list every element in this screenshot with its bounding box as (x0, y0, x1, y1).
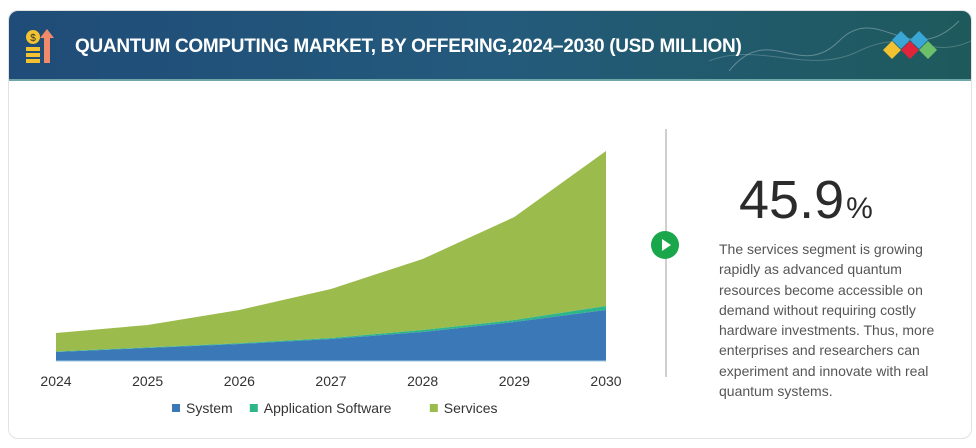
chart-title: QUANTUM COMPUTING MARKET, BY OFFERING,20… (75, 36, 742, 57)
x-tick-label: 2030 (590, 373, 621, 389)
x-tick-label: 2026 (224, 373, 255, 389)
play-icon[interactable] (651, 231, 679, 259)
cagr-unit: % (846, 192, 873, 225)
area-system (56, 310, 606, 361)
legend-swatch (172, 404, 180, 412)
cagr-number: 45.9 (739, 170, 845, 230)
x-tick-label: 2025 (132, 373, 163, 389)
x-tick-label: 2024 (40, 373, 71, 389)
legend-swatch (429, 404, 438, 412)
highlight-description: The services segment is growing rapidly … (719, 241, 935, 400)
x-tick-label: 2029 (499, 373, 530, 389)
cagr-value: 45.9% (739, 169, 873, 231)
area-services (56, 151, 606, 352)
svg-text:$: $ (30, 33, 36, 44)
legend-swatch (249, 404, 258, 412)
header-underline (9, 79, 971, 81)
x-tick-label: 2028 (407, 373, 438, 389)
area-chart: 2024 2025 2026 2027 2028 2029 2030 System Applic… (40, 151, 622, 416)
x-tick-label: 2027 (315, 373, 346, 389)
legend-label: Services (444, 400, 498, 416)
legend-label: System (186, 400, 233, 416)
header-banner: $ QUANTUM COMPUTING MARKET, BY OFFERING,… (9, 11, 971, 81)
chart-card: $ QUANTUM COMPUTING MARKET, BY OFFERING,… (8, 10, 972, 439)
legend-label: Application Software (264, 400, 392, 416)
